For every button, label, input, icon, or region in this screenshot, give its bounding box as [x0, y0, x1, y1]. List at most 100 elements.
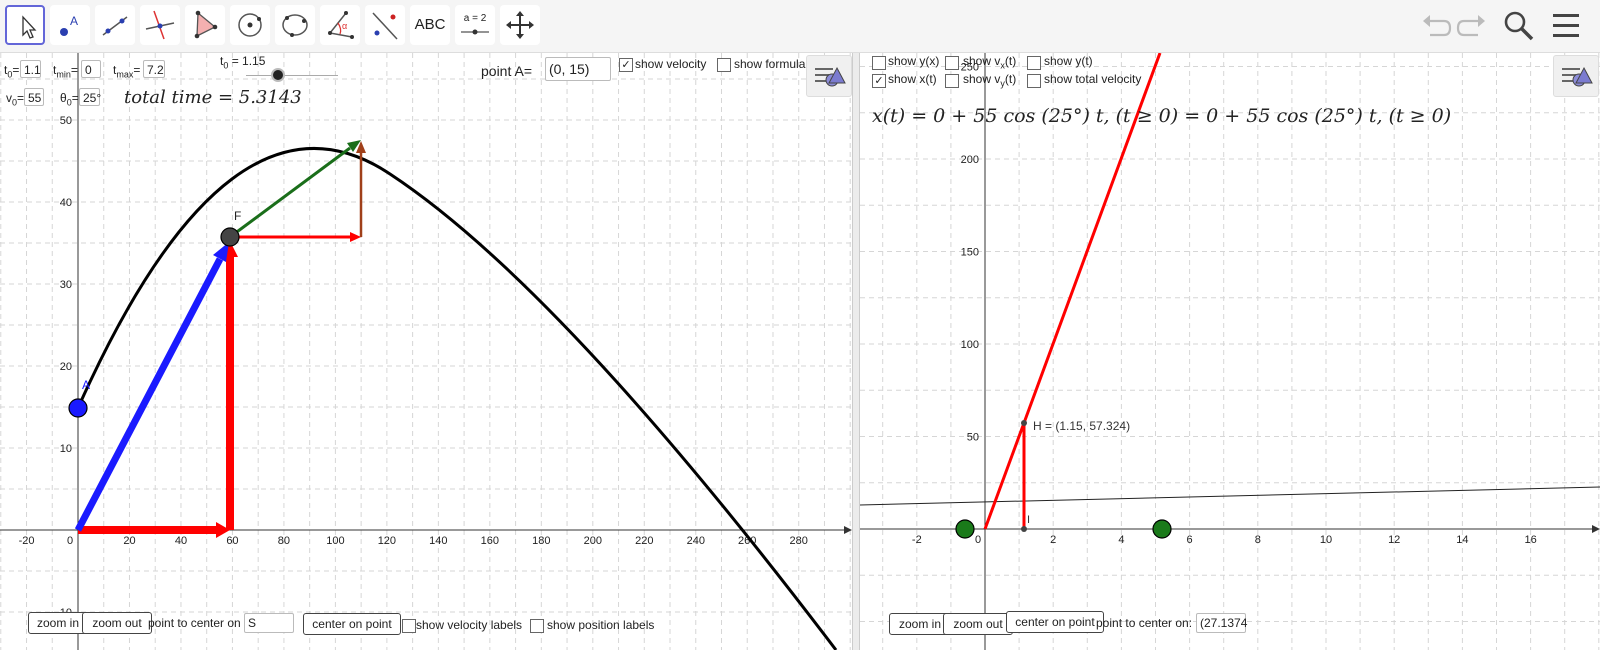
- point-to-center-label: point to center on: [148, 616, 241, 630]
- x-tick-label: 60: [226, 535, 238, 547]
- velocity-x-arrowhead: [350, 232, 361, 242]
- line-icon: [102, 16, 128, 36]
- point-a-input[interactable]: (0, 15): [545, 57, 611, 81]
- tmax-input[interactable]: 7.2: [143, 60, 165, 78]
- axes: [860, 53, 1600, 650]
- y-tick-label: 20: [60, 361, 72, 373]
- x-tick-label: 140: [429, 535, 447, 547]
- x-of-t-formula: x(t) = 0 + 55 cos (25°) t, (t ≥ 0) = 0 +…: [872, 105, 1452, 127]
- point-h-label: H = (1.15, 57.324): [1033, 419, 1130, 433]
- move-tool[interactable]: [5, 5, 45, 45]
- graphics-canvas-1[interactable]: -20 0 20 40 60 80 100 120 140 160 180 200 220 240 260 2…: [0, 53, 852, 650]
- circle-three-points-icon: [282, 14, 308, 37]
- green-point-left[interactable]: [955, 519, 975, 539]
- y-tick-label: 10: [60, 443, 72, 455]
- theta0-input[interactable]: 25°: [79, 88, 101, 106]
- text-tool-label: ABC: [414, 16, 446, 33]
- x-of-t-graph[interactable]: [983, 53, 1162, 530]
- show-total-velocity-label: show total velocity: [1044, 72, 1142, 86]
- slider-track[interactable]: [246, 75, 338, 76]
- move-graphics-view-tool[interactable]: [500, 5, 540, 45]
- polygon-tool[interactable]: [185, 5, 225, 45]
- x-tick-label: 0: [67, 535, 73, 547]
- show-vx-t-label: show vx(t): [963, 54, 1017, 71]
- style-bar-toggle[interactable]: [806, 55, 852, 97]
- slider-tool-label: a = 2: [463, 13, 487, 24]
- show-vy-t-label: show vy(t): [963, 72, 1017, 89]
- angle-tool[interactable]: α: [320, 5, 360, 45]
- line-tool[interactable]: [95, 5, 135, 45]
- redo-icon[interactable]: [1456, 8, 1488, 44]
- view-divider[interactable]: [852, 53, 860, 650]
- reference-line: [860, 486, 1600, 506]
- show-velocity-label: show velocity: [635, 57, 707, 71]
- point-h[interactable]: [1021, 420, 1027, 426]
- zoom-out-button[interactable]: zoom out: [82, 612, 152, 634]
- point-tool[interactable]: A: [50, 5, 90, 45]
- point-a[interactable]: [68, 398, 88, 418]
- grid: [860, 53, 1600, 650]
- graphics-view-2[interactable]: -2 0 2 4 6 8 10 12 14 16 50 100 150 200 250 H = (1.15,…: [860, 53, 1600, 650]
- circle-center-tool[interactable]: [230, 5, 270, 45]
- velocity-y-arrowhead: [356, 141, 366, 153]
- zoom-in-button[interactable]: zoom in: [28, 612, 88, 634]
- slider-tool[interactable]: a = 2: [455, 5, 495, 45]
- search-icon[interactable]: [1502, 8, 1536, 44]
- point-to-center-label-2: point to center on:: [1096, 616, 1193, 630]
- zoom-out-button-2[interactable]: zoom out: [943, 613, 1013, 635]
- style-bar-toggle-2[interactable]: [1553, 55, 1599, 97]
- tmax-input-label: tmax=: [113, 63, 141, 80]
- show-y-x-checkbox[interactable]: [872, 56, 886, 70]
- menu-icon[interactable]: [1550, 8, 1582, 44]
- slider-handle[interactable]: [271, 68, 286, 82]
- x-tick-label: 100: [326, 535, 344, 547]
- point-to-center-input[interactable]: S: [244, 613, 294, 633]
- style-bar-icon: [1562, 66, 1593, 87]
- undo-icon[interactable]: [1420, 8, 1452, 44]
- x-tick-label: 20: [123, 535, 135, 547]
- green-point-right[interactable]: [1152, 519, 1172, 539]
- v0-input[interactable]: 55: [24, 88, 44, 106]
- svg-text:α: α: [342, 21, 347, 31]
- x-tick-label: 180: [532, 535, 550, 547]
- show-x-t-checkbox[interactable]: ✓: [872, 74, 886, 88]
- center-on-point-button[interactable]: center on point: [303, 613, 401, 635]
- toolbar: A α ABC a = 2: [0, 0, 1600, 53]
- t0-input[interactable]: 1.1: [20, 60, 41, 78]
- show-vy-t-checkbox[interactable]: [945, 74, 959, 88]
- point-a-input-label: point A=: [481, 63, 532, 79]
- center-on-point-button-2[interactable]: center on point: [1006, 611, 1104, 633]
- y-tick-label: 50: [60, 115, 72, 127]
- show-y-t-checkbox[interactable]: [1027, 56, 1041, 70]
- x-tick-label: 220: [635, 535, 653, 547]
- text-tool[interactable]: ABC: [410, 5, 450, 45]
- point-to-center-input-2[interactable]: (27.1374: [1196, 613, 1247, 633]
- tmin-input[interactable]: 0: [81, 60, 101, 78]
- show-vx-t-checkbox[interactable]: [945, 56, 959, 70]
- y-tick-label: 30: [60, 279, 72, 291]
- reflect-tool[interactable]: [365, 5, 405, 45]
- show-position-labels-checkbox[interactable]: [530, 619, 544, 633]
- graphics-view-1[interactable]: -20 0 20 40 60 80 100 120 140 160 180 200 220 240 260 2…: [0, 53, 852, 650]
- graphics-canvas-2[interactable]: -2 0 2 4 6 8 10 12 14 16 50 100 150 200 250 H = (1.15,…: [860, 53, 1600, 650]
- zoom-in-button-2[interactable]: zoom in: [889, 613, 951, 635]
- x-tick-label: 6: [1187, 534, 1193, 546]
- point-i[interactable]: [1021, 526, 1027, 532]
- y-tick-label: 250: [961, 62, 979, 74]
- show-velocity-labels-label: show velocity labels: [416, 618, 523, 632]
- show-total-velocity-checkbox[interactable]: [1027, 74, 1041, 88]
- x-tick-label: 80: [278, 535, 290, 547]
- point-f[interactable]: [220, 227, 240, 247]
- x-tick-label: 200: [584, 535, 602, 547]
- trajectory-curve[interactable]: [76, 147, 838, 650]
- show-formula-checkbox[interactable]: [717, 58, 731, 72]
- show-velocity-labels-checkbox[interactable]: [402, 619, 416, 633]
- x-tick-label: 14: [1456, 534, 1468, 546]
- show-velocity-checkbox[interactable]: ✓: [619, 58, 633, 72]
- circle-three-points-tool[interactable]: [275, 5, 315, 45]
- perpendicular-line-tool[interactable]: [140, 5, 180, 45]
- y-tick-label: 150: [961, 247, 979, 259]
- axes: [0, 53, 852, 650]
- y-tick-label: 40: [60, 197, 72, 209]
- x-tick-label: 2: [1050, 534, 1056, 546]
